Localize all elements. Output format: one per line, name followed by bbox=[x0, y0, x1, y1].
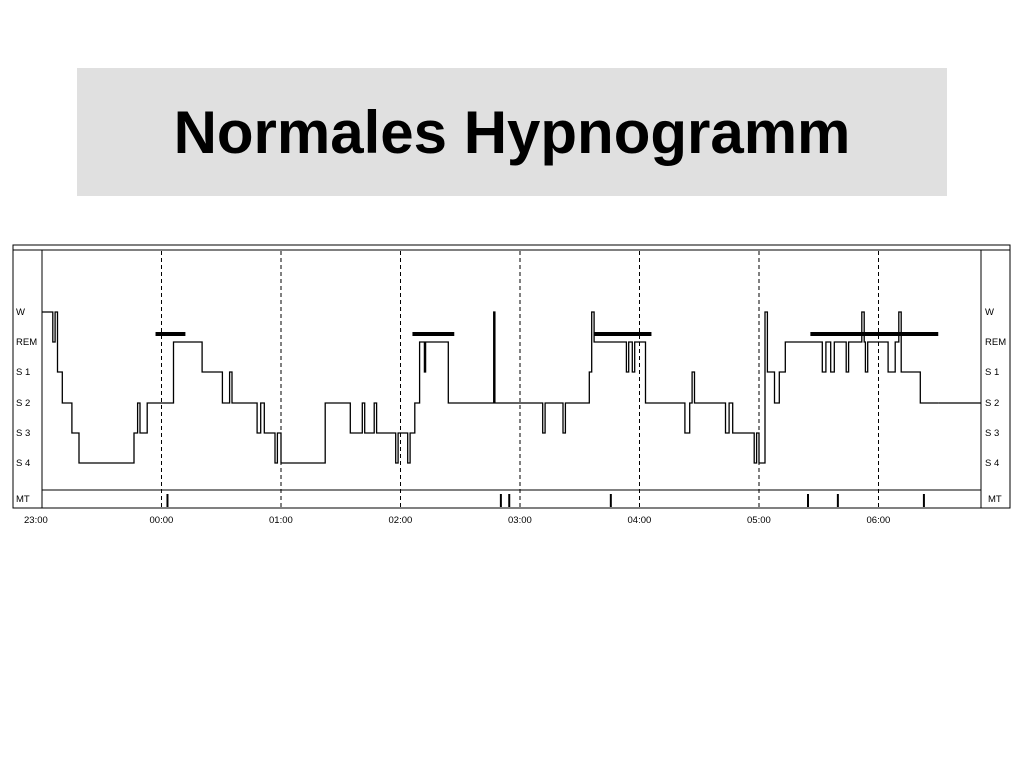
mt-label-right: MT bbox=[988, 494, 1002, 505]
x-tick-labels: 23:00 00:00 01:00 02:00 03:00 04:00 05:00 06:00 bbox=[24, 515, 890, 526]
mt-label-left: MT bbox=[16, 494, 30, 505]
x-tick-label: 00:00 bbox=[150, 515, 174, 526]
x-tick-label: 04:00 bbox=[628, 515, 652, 526]
stage-label-left: S 4 bbox=[16, 458, 30, 469]
stage-label-right: S 4 bbox=[985, 458, 999, 469]
x-tick-label: 23:00 bbox=[24, 515, 48, 526]
title-box: Normales Hypnogramm bbox=[77, 68, 947, 196]
stage-label-right: REM bbox=[985, 337, 1006, 348]
stage-labels-left: W REM S 1 S 2 S 3 S 4 MT bbox=[16, 307, 37, 505]
stage-label-right: S 3 bbox=[985, 428, 999, 439]
stage-label-left: S 2 bbox=[16, 398, 30, 409]
x-tick-label: 01:00 bbox=[269, 515, 293, 526]
movement-marks bbox=[166, 494, 925, 507]
stage-label-left: W bbox=[16, 307, 25, 318]
chart-frame bbox=[12, 244, 1011, 509]
stage-label-left: REM bbox=[16, 337, 37, 348]
hypnogram-trace bbox=[42, 311, 981, 464]
stage-label-right: S 1 bbox=[985, 367, 999, 378]
stage-label-left: S 1 bbox=[16, 367, 30, 378]
page-title: Normales Hypnogramm bbox=[173, 98, 851, 166]
x-tick-label: 06:00 bbox=[867, 515, 891, 526]
stage-label-right: S 2 bbox=[985, 398, 999, 409]
stage-labels-right: W REM S 1 S 2 S 3 S 4 MT bbox=[985, 307, 1006, 505]
sleep-stage-line bbox=[42, 311, 939, 464]
grid-lines bbox=[161, 251, 879, 507]
stage-label-left: S 3 bbox=[16, 428, 30, 439]
stage-label-right: W bbox=[985, 307, 994, 318]
x-tick-label: 03:00 bbox=[508, 515, 532, 526]
x-tick-label: 05:00 bbox=[747, 515, 771, 526]
x-tick-label: 02:00 bbox=[389, 515, 413, 526]
